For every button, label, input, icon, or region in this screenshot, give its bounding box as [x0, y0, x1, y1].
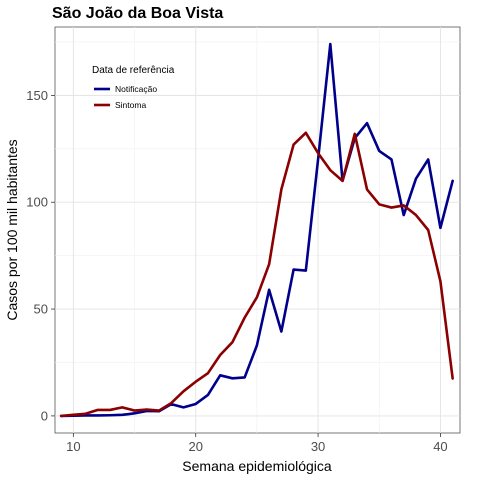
x-axis-ticks: 10 20 30 40	[66, 433, 448, 454]
x-axis-label: Semana epidemiológica	[182, 458, 332, 474]
x-tick-label: 10	[66, 439, 80, 454]
series-lines	[59, 42, 454, 418]
legend-items: Notificação Sintoma	[94, 84, 157, 110]
legend-label: Sintoma	[115, 100, 146, 110]
y-tick-label: 0	[41, 408, 48, 423]
y-tick-label: 50	[34, 302, 48, 317]
y-tick-label: 150	[26, 88, 48, 103]
legend-label: Notificação	[115, 84, 157, 94]
legend: Data de referência Notificação Sintoma	[92, 65, 175, 110]
y-axis-ticks: 0 50 100 150	[26, 88, 55, 423]
y-axis-label: Casos por 100 mil habitantes	[4, 139, 20, 320]
grid-minor	[55, 27, 460, 433]
series-line-sintoma	[59, 131, 454, 418]
plot-panel	[54, 26, 461, 434]
grid-major	[55, 27, 460, 433]
chart-title: São João da Boa Vista	[52, 5, 223, 22]
y-tick-label: 100	[26, 195, 48, 210]
legend-title: Data de referência	[92, 65, 175, 76]
series-line-notificacao	[59, 42, 454, 418]
x-tick-label: 20	[188, 439, 202, 454]
x-tick-label: 30	[311, 439, 325, 454]
x-tick-label: 40	[433, 439, 447, 454]
